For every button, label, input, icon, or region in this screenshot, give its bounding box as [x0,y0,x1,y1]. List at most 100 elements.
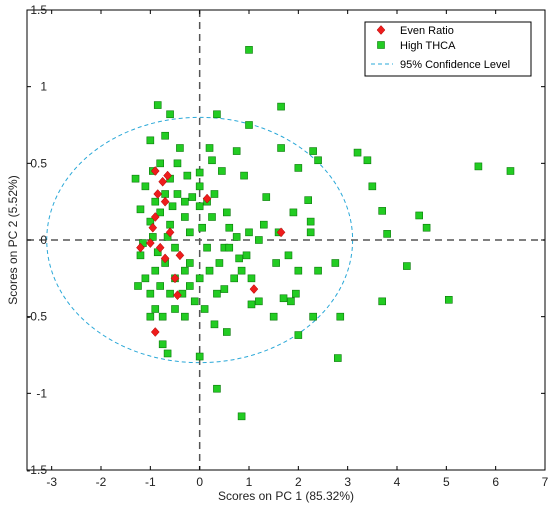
point-high-thca [235,254,243,263]
legend-even-ratio-marker [376,25,386,35]
point-even-ratio [173,290,182,301]
y-tick-label: -1.5 [26,463,47,477]
point-high-thca [146,289,155,298]
point-high-thca [363,156,372,165]
point-high-thca [383,230,391,238]
point-even-ratio [158,176,168,187]
point-high-thca [198,223,206,232]
point-even-ratio [136,242,145,253]
point-high-thca [146,136,155,145]
point-high-thca [309,312,317,321]
x-tick-label: 5 [443,475,450,489]
point-high-thca [306,217,315,226]
point-high-thca [213,110,221,119]
y-tick-label: -1 [36,386,47,400]
point-even-ratio [150,327,160,337]
point-high-thca [156,208,164,217]
point-even-ratio [170,273,180,284]
point-high-thca [200,305,209,313]
point-high-thca [190,297,199,306]
point-even-ratio [165,227,175,238]
point-high-thca [314,266,322,275]
legend-label-even-ratio: Even Ratio [400,25,454,37]
point-high-thca [240,171,248,180]
y-tick-label: 0.5 [30,156,47,170]
ticks-layer: -3 -2 -1 0 1 2 3 4 5 6 7 -1.5 -1 -0.5 0 0.5 1 1.5 [26,3,548,489]
point-high-thca [353,148,362,157]
point-even-ratio [202,193,212,204]
point-high-thca [141,182,150,191]
point-high-thca [220,285,229,293]
legend-label-confidence: 95% Confidence Level [400,59,510,71]
point-high-thca [186,259,194,267]
point-high-thca [245,121,253,129]
point-high-thca [151,266,160,275]
point-high-thca [422,223,431,232]
point-high-thca [218,167,226,175]
y-tick-label: -0.5 [26,310,47,324]
point-high-thca [205,144,214,152]
point-high-thca [232,147,241,155]
point-high-thca [294,331,303,339]
point-high-thca [284,251,293,260]
x-tick-label: 0 [196,475,203,489]
point-high-thca [166,110,174,119]
point-high-thca [230,274,238,283]
point-high-thca [247,300,256,309]
point-high-thca [149,233,157,241]
point-high-thca [131,174,140,183]
point-high-thca [292,289,300,298]
point-even-ratio [160,253,170,264]
point-high-thca [205,266,214,275]
point-high-thca [183,171,192,180]
point-high-thca [151,197,160,206]
point-high-thca [186,282,194,290]
point-high-thca [255,236,263,244]
point-high-thca [309,147,317,155]
y-tick-label: 1.5 [30,3,47,17]
point-high-thca [181,312,189,321]
point-high-thca [195,168,204,177]
x-axis-title: Scores on PC 1 (85.32%) [218,489,354,503]
point-high-thca [474,162,483,171]
point-high-thca [225,223,234,232]
point-high-thca [158,340,167,349]
point-high-thca [378,297,387,306]
point-high-thca [163,349,172,358]
point-high-thca [210,320,219,329]
point-high-thca [153,101,162,109]
point-high-thca [166,289,174,298]
point-high-thca [277,102,285,111]
point-high-thca [232,233,241,241]
point-even-ratio [150,166,160,176]
point-high-thca [156,282,164,290]
point-even-ratio [163,170,172,181]
points-layer [131,46,515,421]
point-high-thca [262,193,271,201]
point-high-thca [269,312,278,321]
x-tick-label: -3 [46,475,57,489]
point-high-thca [444,295,453,304]
point-high-thca [333,354,342,362]
point-high-thca [156,159,164,168]
point-high-thca [176,144,184,152]
point-high-thca [279,294,288,303]
point-high-thca [259,220,268,229]
point-even-ratio [175,250,185,261]
point-high-thca [242,251,251,260]
point-high-thca [161,190,169,198]
point-even-ratio [249,284,259,294]
point-high-thca [173,159,182,168]
point-high-thca [146,217,155,226]
point-high-thca [171,243,179,252]
point-high-thca [215,259,224,267]
point-high-thca [368,182,377,191]
point-high-thca [181,266,189,275]
point-high-thca [245,46,253,54]
point-high-thca [237,266,246,275]
x-tick-label: 3 [344,475,351,489]
point-high-thca [225,243,234,252]
point-high-thca [277,144,285,152]
x-tick-label: 1 [246,475,253,489]
